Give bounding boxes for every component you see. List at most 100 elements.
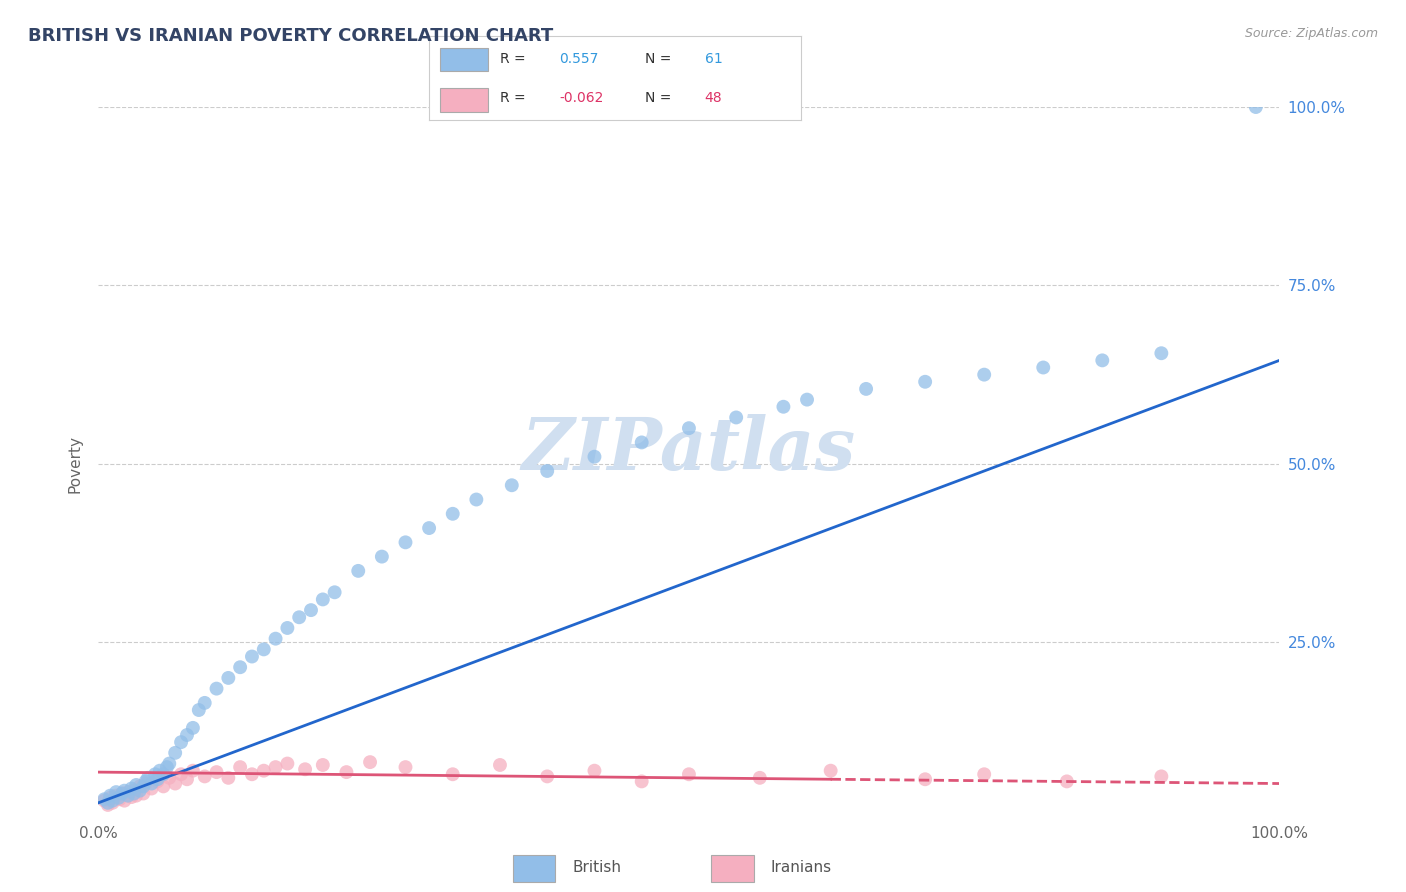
- Point: [125, 778, 148, 792]
- Point: [276, 756, 298, 771]
- Point: [141, 781, 163, 796]
- Point: [394, 535, 416, 549]
- Point: [294, 762, 316, 776]
- Point: [501, 478, 523, 492]
- Point: [132, 787, 155, 801]
- Point: [101, 796, 124, 810]
- Point: [157, 756, 180, 771]
- Y-axis label: Poverty: Poverty: [67, 434, 83, 493]
- Point: [181, 721, 204, 735]
- Point: [748, 771, 770, 785]
- Point: [170, 767, 193, 781]
- Point: [152, 780, 174, 794]
- Point: [101, 794, 124, 808]
- Point: [111, 787, 134, 801]
- Point: [536, 769, 558, 783]
- Point: [149, 764, 172, 778]
- Text: -0.062: -0.062: [560, 91, 603, 104]
- Point: [146, 772, 169, 787]
- Point: [165, 746, 187, 760]
- Point: [772, 400, 794, 414]
- Point: [583, 764, 606, 778]
- Text: British: British: [572, 860, 621, 875]
- Point: [194, 696, 217, 710]
- Point: [97, 797, 120, 812]
- Point: [121, 790, 143, 805]
- Point: [165, 776, 187, 790]
- Point: [93, 794, 115, 808]
- Point: [170, 735, 193, 749]
- FancyBboxPatch shape: [440, 88, 488, 112]
- Point: [229, 660, 252, 674]
- Point: [152, 767, 174, 781]
- Point: [135, 774, 157, 789]
- Point: [117, 785, 139, 799]
- Point: [136, 771, 159, 785]
- Point: [465, 492, 488, 507]
- Point: [187, 703, 209, 717]
- Point: [217, 771, 239, 785]
- Point: [276, 621, 298, 635]
- Point: [312, 592, 335, 607]
- Text: Source: ZipAtlas.com: Source: ZipAtlas.com: [1244, 27, 1378, 40]
- Point: [441, 507, 464, 521]
- Text: N =: N =: [645, 91, 676, 104]
- Point: [253, 764, 276, 778]
- Point: [914, 375, 936, 389]
- Point: [194, 769, 217, 783]
- Point: [146, 774, 169, 789]
- Point: [97, 796, 120, 810]
- Point: [359, 755, 381, 769]
- Point: [176, 772, 198, 787]
- Point: [229, 760, 252, 774]
- Point: [347, 564, 370, 578]
- Point: [112, 794, 135, 808]
- Point: [394, 760, 416, 774]
- Text: Iranians: Iranians: [770, 860, 831, 875]
- Text: BRITISH VS IRANIAN POVERTY CORRELATION CHART: BRITISH VS IRANIAN POVERTY CORRELATION C…: [28, 27, 554, 45]
- Point: [117, 789, 139, 803]
- Point: [288, 610, 311, 624]
- Point: [323, 585, 346, 599]
- Point: [176, 728, 198, 742]
- Point: [630, 774, 652, 789]
- Point: [299, 603, 322, 617]
- Text: N =: N =: [645, 52, 676, 65]
- Point: [678, 767, 700, 781]
- Point: [536, 464, 558, 478]
- Point: [418, 521, 440, 535]
- FancyBboxPatch shape: [513, 855, 555, 881]
- Point: [128, 783, 150, 797]
- Point: [132, 780, 155, 794]
- Point: [98, 789, 121, 803]
- Point: [1056, 774, 1078, 789]
- Point: [121, 781, 143, 796]
- Text: 61: 61: [704, 52, 723, 65]
- Point: [335, 765, 357, 780]
- Text: 0.557: 0.557: [560, 52, 599, 65]
- Point: [205, 681, 228, 696]
- Point: [820, 764, 842, 778]
- Point: [105, 785, 128, 799]
- Point: [122, 787, 145, 801]
- Point: [1150, 769, 1173, 783]
- Text: ZIPatlas: ZIPatlas: [522, 414, 856, 485]
- Point: [135, 776, 157, 790]
- FancyBboxPatch shape: [440, 47, 488, 71]
- Point: [312, 758, 335, 772]
- Text: R =: R =: [499, 52, 530, 65]
- Point: [93, 792, 115, 806]
- Point: [217, 671, 239, 685]
- Point: [855, 382, 877, 396]
- Point: [583, 450, 606, 464]
- Point: [1032, 360, 1054, 375]
- Point: [796, 392, 818, 407]
- Point: [205, 765, 228, 780]
- Point: [725, 410, 748, 425]
- Point: [1244, 100, 1267, 114]
- Point: [181, 764, 204, 778]
- Point: [157, 771, 180, 785]
- Point: [441, 767, 464, 781]
- FancyBboxPatch shape: [711, 855, 754, 881]
- Point: [108, 792, 131, 806]
